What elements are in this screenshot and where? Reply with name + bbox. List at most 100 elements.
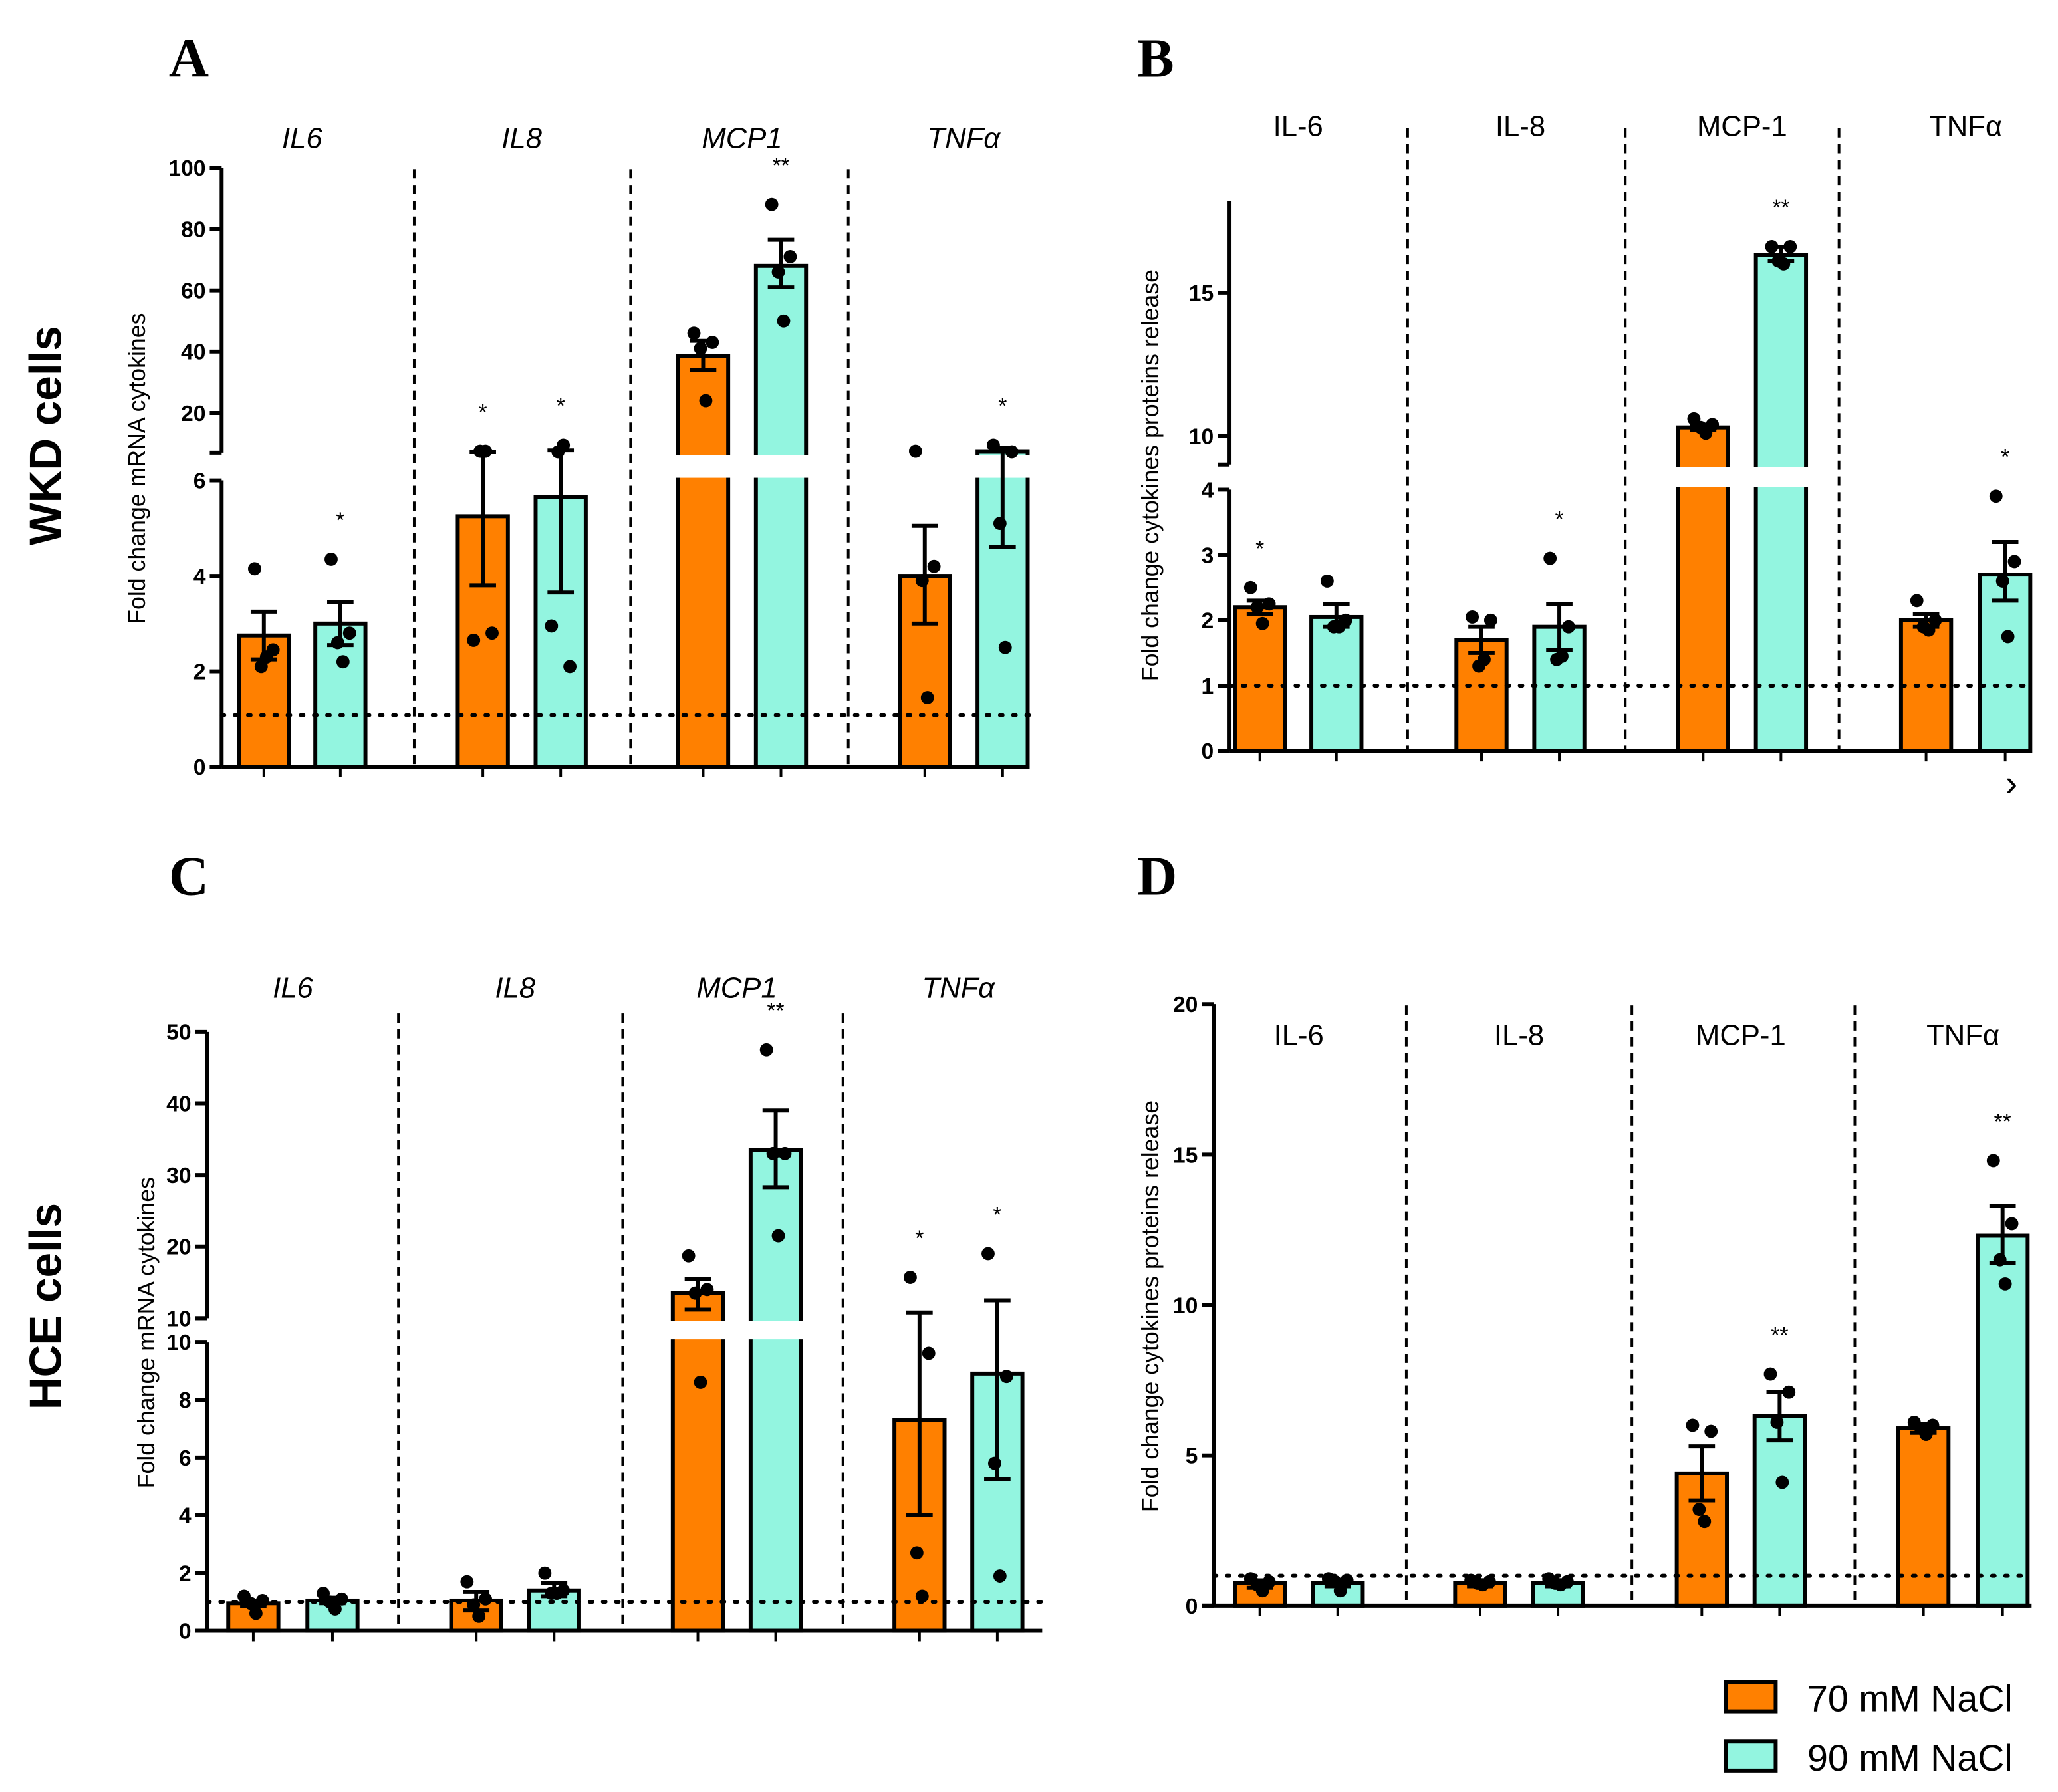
data-point [765, 197, 779, 211]
data-point [1686, 1418, 1700, 1432]
significance-star: ** [767, 998, 784, 1023]
panel-letter-a: A [169, 28, 209, 89]
significance-star: * [998, 394, 1007, 419]
data-point [1333, 1584, 1347, 1598]
axis-break-gap [674, 455, 733, 478]
significance-star: * [915, 1225, 924, 1251]
y-axis-label: Fold change mRNA cytokines [124, 313, 150, 624]
data-point [904, 1271, 917, 1284]
data-point [1243, 580, 1257, 594]
data-point [467, 634, 481, 647]
data-point [472, 1609, 486, 1623]
bar [1976, 1233, 2030, 1608]
data-point [987, 1456, 1001, 1470]
data-point [328, 1602, 342, 1616]
data-point [563, 660, 577, 674]
data-point [1255, 616, 1269, 630]
bar [748, 1148, 803, 1633]
y-tick-label: 1 [1201, 674, 1214, 699]
significance-star: ** [1772, 195, 1789, 220]
data-point [910, 1546, 924, 1560]
data-point [1483, 613, 1497, 627]
data-point [927, 559, 941, 573]
data-point [1777, 257, 1791, 271]
category-label: MCP-1 [1697, 110, 1787, 143]
y-axis-label: Fold change cytokines proteins release [1137, 269, 1164, 681]
data-point [1926, 1418, 1940, 1432]
data-point [550, 1587, 564, 1600]
category-label: IL6 [282, 122, 322, 155]
significance-star: * [2001, 445, 2009, 470]
significance-star: ** [1994, 1109, 2011, 1134]
data-point [1478, 652, 1491, 666]
data-point [1775, 1475, 1789, 1489]
data-point [1692, 1503, 1706, 1517]
data-point [1993, 1253, 2007, 1267]
data-point [993, 1569, 1007, 1583]
bar [1896, 1426, 1951, 1608]
data-point [1466, 610, 1479, 624]
data-point [1476, 1578, 1489, 1592]
data-point [1005, 445, 1019, 459]
row-label-wkd: WKD cells [21, 326, 70, 545]
category-label: IL-6 [1274, 1019, 1324, 1052]
data-point [915, 574, 929, 588]
bar [1532, 624, 1587, 753]
data-point [1928, 613, 1942, 627]
y-tick-label: 100 [168, 156, 205, 181]
data-point [1698, 1515, 1712, 1529]
y-tick-label: 10 [1173, 1293, 1198, 1318]
category-label: MCP1 [696, 971, 777, 1004]
chart-panel-c: IL6 IL8 MCP1 TNFα****02468101020304050Fold … [133, 971, 1045, 1644]
category-label: TNFα [1926, 1019, 1999, 1052]
y-tick-label: 0 [179, 1618, 192, 1644]
y-tick-label: 30 [166, 1163, 192, 1188]
category-label: IL8 [495, 971, 535, 1004]
axis-break-gap [751, 455, 811, 478]
data-point [342, 626, 356, 640]
data-point [259, 650, 273, 664]
data-point [1555, 649, 1569, 663]
data-point [759, 1043, 773, 1057]
data-point [1332, 620, 1346, 634]
y-tick-label: 15 [1189, 281, 1214, 306]
data-point [771, 265, 785, 279]
category-label: IL6 [273, 971, 313, 1004]
data-point [1262, 597, 1276, 611]
data-point [538, 1566, 552, 1580]
data-point [993, 517, 1007, 531]
data-point [1250, 600, 1264, 614]
data-point [700, 1283, 714, 1297]
data-point [1320, 575, 1334, 588]
data-point [1770, 1416, 1784, 1429]
category-label: MCP-1 [1696, 1019, 1786, 1052]
data-point [1919, 1428, 1933, 1441]
data-point [771, 1229, 785, 1243]
y-axis-label: Fold change cytokines proteins release [1137, 1100, 1164, 1512]
panel-letter-b: B [1137, 28, 1174, 89]
y-tick-label: 2 [1201, 608, 1214, 634]
data-point [1562, 620, 1575, 634]
chart-panel-d: IL-6 IL-8 MCP-1 TNFα ** ** 0 5 10 15 20 Fold change… [1137, 992, 2034, 1619]
data-point [1765, 240, 1779, 253]
data-point [1255, 1584, 1269, 1598]
data-point [1782, 1385, 1796, 1399]
y-tick-label: 2 [179, 1561, 192, 1587]
data-point [706, 336, 719, 349]
data-point [1554, 1578, 1567, 1592]
panel-letter-d: D [1137, 846, 1177, 908]
data-point [336, 655, 350, 669]
category-label: TNFα [922, 971, 996, 1004]
axis-break-gap [746, 1321, 805, 1340]
data-point [694, 342, 707, 356]
data-point [324, 553, 338, 566]
data-point [694, 1375, 707, 1389]
y-tick-label: 10 [1189, 424, 1214, 449]
category-label: IL-6 [1273, 110, 1323, 143]
y-tick-label: 80 [181, 217, 206, 242]
significance-star: * [993, 1202, 1001, 1227]
data-point [682, 1249, 696, 1263]
legend-label-90mm: 90 mM NaCl [1807, 1737, 2013, 1779]
significance-star: ** [772, 153, 789, 178]
